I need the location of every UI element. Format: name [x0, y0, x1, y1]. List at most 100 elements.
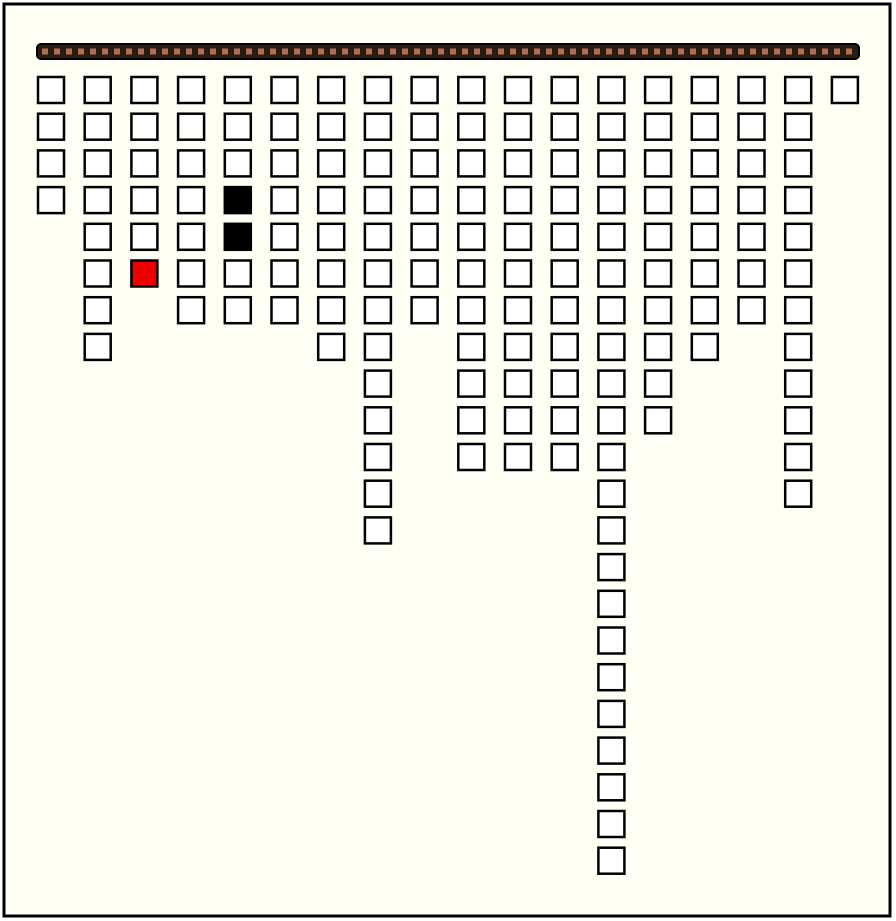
cell: [316, 222, 346, 252]
cell: [457, 259, 486, 288]
cell: [130, 222, 159, 252]
cell: [550, 295, 579, 325]
cell: [83, 149, 112, 178]
cell: [316, 185, 346, 215]
cell: [503, 259, 533, 288]
cell: [457, 149, 486, 178]
cell: [503, 149, 533, 178]
cell: [597, 846, 626, 875]
cell: [83, 222, 112, 252]
cell: [550, 112, 579, 141]
cell: [597, 773, 626, 802]
cell: [690, 149, 720, 178]
cell: [550, 259, 579, 288]
cell: [363, 112, 393, 141]
cell: [457, 332, 486, 362]
cell: [410, 295, 439, 325]
cell: [316, 259, 346, 288]
cell: [363, 185, 393, 215]
cell: [176, 149, 206, 178]
cell: [410, 112, 439, 141]
cell: [410, 75, 439, 105]
cell: [363, 369, 393, 398]
cell: [223, 112, 253, 141]
cell: [550, 442, 579, 472]
cell: [363, 406, 393, 435]
cell: [130, 149, 159, 178]
cell: [597, 699, 626, 729]
cell: [597, 442, 626, 472]
cell: [223, 295, 253, 325]
cell: [597, 809, 626, 839]
cell: [737, 222, 766, 252]
cell: [503, 442, 533, 472]
cell: [643, 406, 673, 435]
cell: [830, 75, 860, 105]
cell: [363, 332, 393, 362]
cell: [83, 75, 112, 105]
cell: [643, 259, 673, 288]
cell: [176, 112, 206, 141]
cell: [597, 626, 626, 655]
cell: [270, 112, 299, 141]
cell: [363, 222, 393, 252]
cell: [597, 295, 626, 325]
cell: [783, 149, 813, 178]
red-cell: [130, 259, 159, 288]
cell: [363, 516, 393, 545]
cell: [316, 112, 346, 141]
cell: [597, 75, 626, 105]
cell: [83, 259, 112, 288]
cell: [36, 149, 66, 178]
cell: [550, 75, 579, 105]
cell: [643, 75, 673, 105]
cell: [457, 295, 486, 325]
cell: [363, 75, 393, 105]
cell: [643, 295, 673, 325]
cell: [783, 369, 813, 398]
cell: [783, 222, 813, 252]
cell: [597, 149, 626, 178]
cell: [503, 185, 533, 215]
cell: [783, 332, 813, 362]
cell: [783, 112, 813, 141]
cell: [550, 149, 579, 178]
cell: [363, 259, 393, 288]
cell: [690, 332, 720, 362]
cell: [223, 259, 253, 288]
cell: [783, 295, 813, 325]
cell: [783, 406, 813, 435]
cell: [550, 222, 579, 252]
cell: [410, 259, 439, 288]
cell: [597, 185, 626, 215]
cell: [410, 149, 439, 178]
cell: [783, 479, 813, 508]
cell: [690, 112, 720, 141]
cell: [550, 406, 579, 435]
cell: [690, 185, 720, 215]
cell: [223, 149, 253, 178]
cell: [597, 222, 626, 252]
cell: [737, 259, 766, 288]
cell: [503, 332, 533, 362]
cell: [176, 222, 206, 252]
cell: [316, 75, 346, 105]
dark-cell: [223, 185, 253, 215]
cell: [270, 149, 299, 178]
cell: [457, 406, 486, 435]
cell: [737, 149, 766, 178]
cell: [130, 185, 159, 215]
cell: [783, 185, 813, 215]
cell: [597, 516, 626, 545]
cell: [363, 479, 393, 508]
cell: [457, 185, 486, 215]
cell: [503, 406, 533, 435]
cell: [36, 75, 66, 105]
cell: [597, 589, 626, 619]
cell: [597, 662, 626, 692]
cell: [643, 332, 673, 362]
cell: [550, 369, 579, 398]
cell: [457, 442, 486, 472]
cell: [503, 222, 533, 252]
